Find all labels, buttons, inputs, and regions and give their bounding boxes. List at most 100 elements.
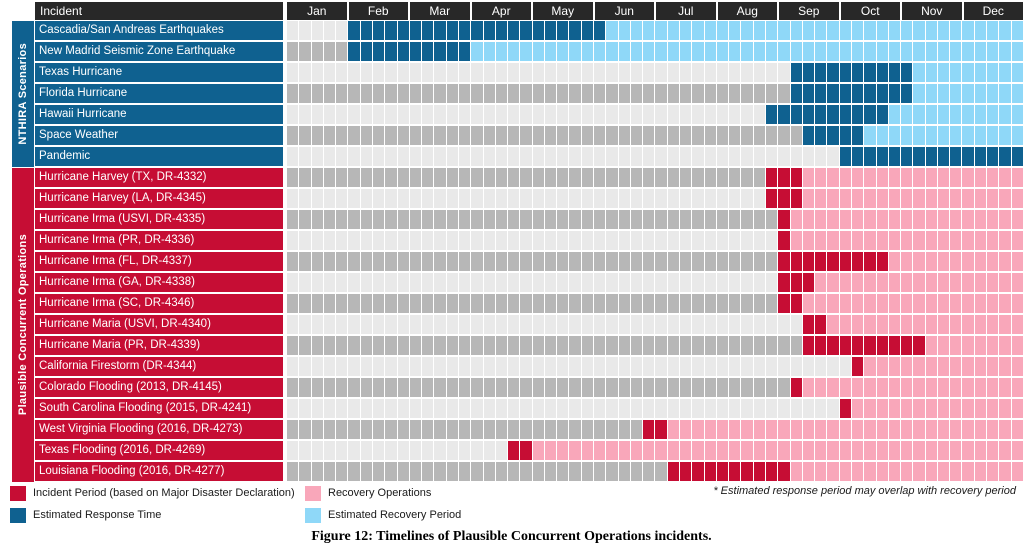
month-header-months: Jan Feb Mar Apr May Jun Jul Aug Sep Oct Nov Dec: [287, 2, 1023, 20]
cell-incident: [741, 462, 754, 481]
cell-empty: [385, 231, 398, 250]
cell-empty: [348, 126, 361, 145]
cell-empty: [360, 441, 373, 460]
row-cells: [287, 336, 1023, 355]
cell-empty: [790, 315, 803, 334]
row-label: Hurricane Maria (PR, DR-4339): [35, 336, 283, 355]
cell-recovery: [987, 441, 1000, 460]
cell-empty: [409, 168, 423, 187]
cell-empty: [655, 231, 668, 250]
cell-incident: [655, 420, 668, 439]
cell-empty: [581, 189, 595, 208]
cell-empty: [397, 336, 410, 355]
cell-recovery: [1011, 441, 1023, 460]
cell-recovery: [962, 315, 975, 334]
cell-incident: [839, 336, 852, 355]
row-cells: [287, 294, 1023, 313]
cell-response: [839, 63, 852, 82]
cell-est_recovery: [950, 126, 963, 145]
cell-empty: [422, 462, 435, 481]
cell-empty: [729, 315, 742, 334]
cell-empty: [409, 378, 423, 397]
cell-empty: [446, 63, 459, 82]
cell-empty: [508, 399, 521, 418]
cell-recovery: [876, 231, 889, 250]
cell-response: [888, 147, 902, 166]
cell-recovery: [987, 378, 1000, 397]
cell-recovery: [888, 210, 902, 229]
row-label: Hurricane Irma (USVI, DR-4335): [35, 210, 283, 229]
cell-empty: [422, 336, 435, 355]
cell-response: [925, 147, 938, 166]
cell-recovery: [925, 252, 938, 271]
cell-recovery: [962, 210, 975, 229]
cell-est_recovery: [765, 21, 779, 40]
cell-empty: [434, 441, 447, 460]
cell-empty: [323, 399, 337, 418]
cell-empty: [458, 336, 472, 355]
cell-recovery: [851, 210, 865, 229]
cell-empty: [471, 294, 484, 313]
cell-empty: [372, 420, 386, 439]
row-cells: [287, 63, 1023, 82]
cell-empty: [397, 378, 410, 397]
cell-empty: [630, 105, 644, 124]
cell-est_recovery: [937, 126, 951, 145]
cell-response: [974, 147, 988, 166]
cell-empty: [299, 420, 312, 439]
cell-empty: [667, 84, 680, 103]
cell-empty: [348, 147, 361, 166]
cell-recovery: [999, 378, 1012, 397]
cell-empty: [680, 63, 693, 82]
cell-recovery: [950, 462, 963, 481]
row-cells: [287, 399, 1023, 418]
cell-empty: [409, 84, 423, 103]
cell-est_recovery: [925, 105, 938, 124]
cell-recovery: [864, 294, 877, 313]
cell-empty: [729, 126, 742, 145]
cell-empty: [287, 210, 300, 229]
cell-recovery: [901, 420, 914, 439]
cell-empty: [434, 168, 447, 187]
cell-empty: [446, 126, 459, 145]
cell-empty: [299, 294, 312, 313]
cell-recovery: [999, 399, 1012, 418]
cell-empty: [765, 231, 779, 250]
cell-incident: [704, 462, 717, 481]
cell-empty: [630, 378, 644, 397]
cell-empty: [348, 105, 361, 124]
cell-empty: [434, 378, 447, 397]
cell-empty: [397, 441, 410, 460]
cell-empty: [667, 315, 680, 334]
cell-est_recovery: [594, 42, 607, 61]
cell-recovery: [950, 231, 963, 250]
cell-recovery: [1011, 189, 1023, 208]
cell-response: [888, 63, 902, 82]
cell-empty: [471, 168, 484, 187]
cell-recovery: [901, 168, 914, 187]
cell-recovery: [802, 294, 816, 313]
cell-empty: [680, 252, 693, 271]
cell-empty: [630, 420, 644, 439]
cell-recovery: [925, 273, 938, 292]
cell-empty: [606, 84, 619, 103]
cell-response: [495, 21, 509, 40]
cell-incident: [508, 441, 521, 460]
cell-response: [851, 63, 865, 82]
cell-est_recovery: [655, 42, 668, 61]
month-header-sep: Sep: [779, 2, 839, 20]
cell-empty: [594, 315, 607, 334]
cell-recovery: [851, 273, 865, 292]
cell-recovery: [876, 378, 889, 397]
cell-empty: [680, 399, 693, 418]
cell-empty: [778, 399, 791, 418]
cell-est_recovery: [581, 42, 595, 61]
cell-empty: [360, 84, 373, 103]
cell-empty: [446, 105, 459, 124]
cell-recovery: [913, 210, 926, 229]
row-label: California Firestorm (DR-4344): [35, 357, 283, 376]
cell-empty: [716, 210, 730, 229]
cell-recovery: [765, 441, 779, 460]
cell-empty: [360, 315, 373, 334]
cell-empty: [311, 42, 324, 61]
